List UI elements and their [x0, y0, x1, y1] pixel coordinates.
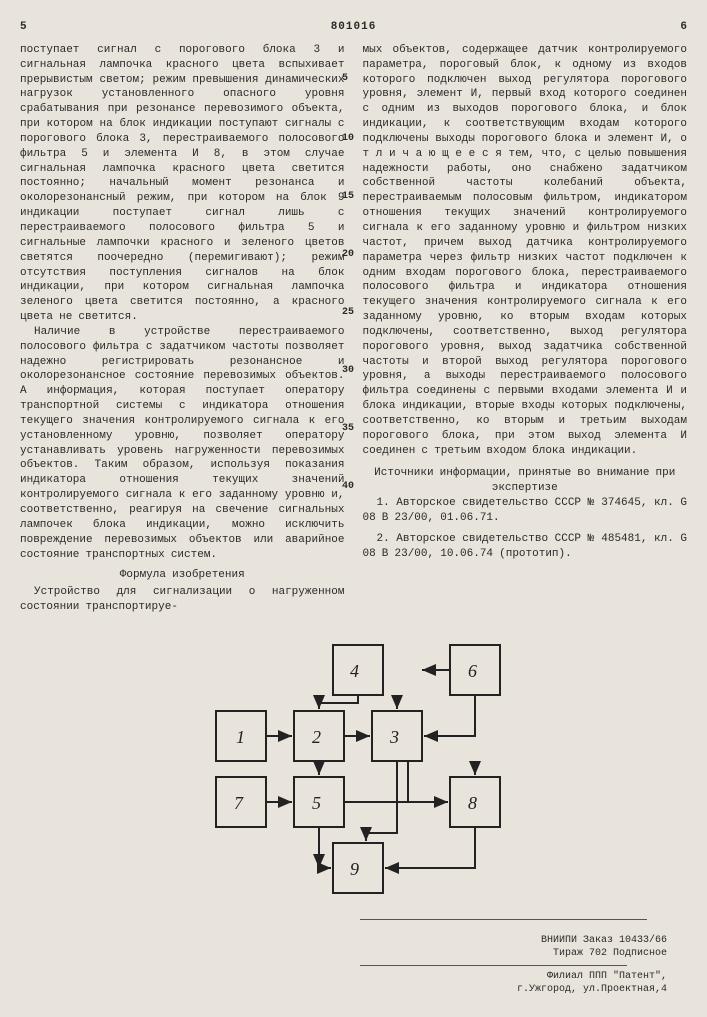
svg-text:6: 6 [468, 661, 477, 681]
svg-text:3: 3 [389, 727, 399, 747]
svg-text:8: 8 [468, 793, 477, 813]
section-title: Формула изобретения [20, 568, 345, 583]
page-num-left: 5 [20, 20, 27, 35]
line-number: 35 [342, 422, 354, 436]
line-number: 5 [342, 72, 348, 86]
doc-number: 801016 [331, 20, 377, 35]
footer-text: Тираж 702 Подписное [20, 947, 667, 961]
svg-text:9: 9 [350, 859, 359, 879]
paragraph: Наличие в устройстве перестраиваемого по… [20, 325, 345, 563]
svg-text:7: 7 [234, 793, 244, 813]
column-right: мых объектов, содержащее датчик контроли… [363, 43, 688, 615]
footer-divider [360, 965, 627, 966]
svg-text:1: 1 [236, 727, 245, 747]
footer-text: г.Ужгород, ул.Проектная,4 [20, 983, 667, 997]
footer-text: Филиал ППП "Патент", [20, 970, 667, 984]
block-diagram: 1 2 3 4 6 7 5 8 9 [20, 633, 687, 913]
line-number: 15 [342, 190, 354, 204]
page-container: 5 801016 6 5 10 15 20 25 30 35 40 поступ… [20, 20, 687, 997]
page-num-right: 6 [680, 20, 687, 35]
svg-text:4: 4 [350, 661, 359, 681]
source-ref: 2. Авторское свидетельство СССР № 485481… [363, 532, 688, 562]
paragraph: мых объектов, содержащее датчик контроли… [363, 43, 688, 459]
sources-heading: Источники информации, принятые во вниман… [363, 466, 688, 496]
imprint-footer: ВНИИПИ Заказ 10433/66 Тираж 702 Подписно… [20, 934, 687, 997]
line-number: 25 [342, 306, 354, 320]
line-number: 40 [342, 480, 354, 494]
line-number: 30 [342, 364, 354, 378]
line-number: 20 [342, 248, 354, 262]
paragraph: Устройство для сигнализации о нагруженно… [20, 585, 345, 615]
page-header: 5 801016 6 [20, 20, 687, 35]
line-number: 10 [342, 132, 354, 146]
text-columns: поступает сигнал с порогового блока 3 и … [20, 43, 687, 615]
svg-text:5: 5 [312, 793, 321, 813]
source-ref: 1. Авторское свидетельство СССР № 374645… [363, 496, 688, 526]
svg-text:2: 2 [312, 727, 321, 747]
footer-text: ВНИИПИ Заказ 10433/66 [20, 934, 667, 948]
paragraph: поступает сигнал с порогового блока 3 и … [20, 43, 345, 325]
diagram-svg: 1 2 3 4 6 7 5 8 9 [154, 633, 554, 913]
column-left: поступает сигнал с порогового блока 3 и … [20, 43, 345, 615]
footer-divider [360, 919, 647, 920]
